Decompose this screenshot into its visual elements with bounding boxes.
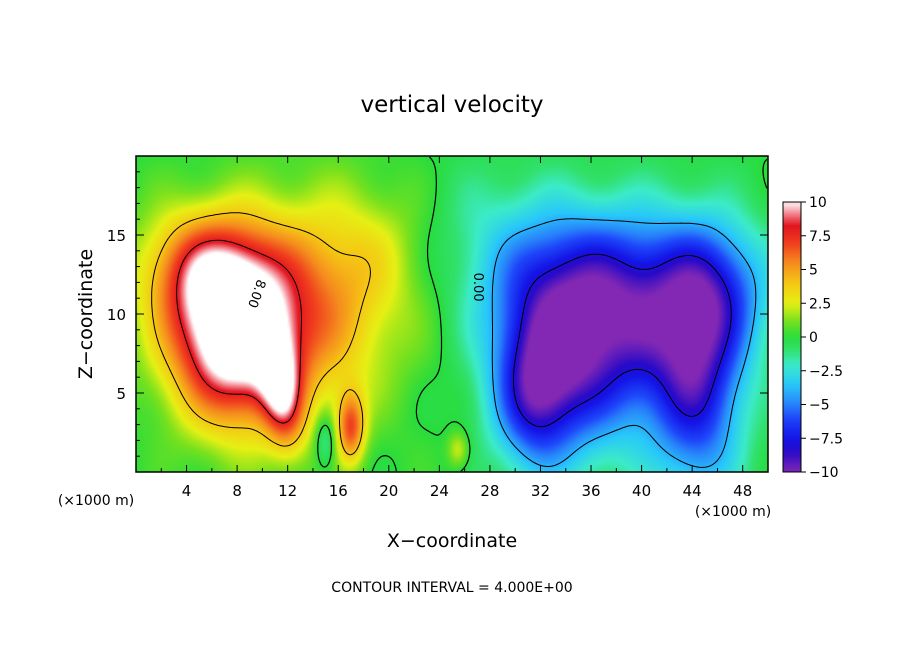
x-tick-label: 28 — [480, 482, 499, 500]
x-tick-label: 48 — [733, 482, 752, 500]
contour-level-0 — [317, 156, 768, 472]
x-tick-label: 8 — [232, 482, 242, 500]
x-axis: 4 8 12 16 20 24 28 32 36 40 44 48 — [160, 156, 752, 500]
x-tick-label: 36 — [581, 482, 600, 500]
colorbar-tick-label: 5 — [809, 263, 818, 279]
colorbar-tick-label: 10 — [809, 195, 827, 211]
colorbar-tick-label: −2.5 — [809, 364, 843, 380]
x-axis-label: X−coordinate — [387, 530, 517, 552]
x-tick-label: 24 — [430, 482, 449, 500]
x-unit-left: (×1000 m) — [58, 493, 134, 509]
x-tick-label: 4 — [182, 482, 192, 500]
y-tick-label: 5 — [116, 385, 126, 403]
contour-lines — [151, 156, 768, 472]
contour-level-neg4 — [491, 218, 757, 468]
x-tick-label: 20 — [379, 482, 398, 500]
y-tick-label: 10 — [107, 306, 126, 324]
x-tick-label: 12 — [278, 482, 297, 500]
y-axis: 5 10 15 — [107, 171, 768, 457]
contour-level-4 — [151, 212, 371, 456]
colorbar-tick-label: −5 — [809, 398, 830, 414]
contour-level-neg8 — [512, 253, 732, 428]
x-tick-label: 32 — [531, 482, 550, 500]
colorbar-tick-label: −10 — [809, 465, 839, 481]
colorbar-tick-label: 7.5 — [809, 229, 831, 245]
colorbar-ticks: 10 7.5 5 2.5 0 −2.5 −5 −7.5 −10 — [801, 195, 843, 481]
contour-label: 0.00 — [470, 273, 485, 302]
x-tick-label: 44 — [683, 482, 702, 500]
x-tick-label: 16 — [329, 482, 348, 500]
colorbar-tick-label: 2.5 — [809, 296, 831, 312]
contour-level-8 — [176, 239, 302, 424]
x-unit-right: (×1000 m) — [695, 504, 771, 520]
contour-interval-note: CONTOUR INTERVAL = 4.000E+00 — [331, 580, 572, 596]
colorbar-tick-label: 0 — [809, 330, 818, 346]
y-axis-label: Z−coordinate — [75, 249, 97, 379]
chart-title: vertical velocity — [361, 92, 544, 118]
y-tick-label: 15 — [107, 227, 126, 245]
colorbar-tick-label: −7.5 — [809, 431, 843, 447]
heatmap-field — [136, 156, 768, 472]
colorbar — [783, 202, 801, 472]
x-tick-label: 40 — [632, 482, 651, 500]
